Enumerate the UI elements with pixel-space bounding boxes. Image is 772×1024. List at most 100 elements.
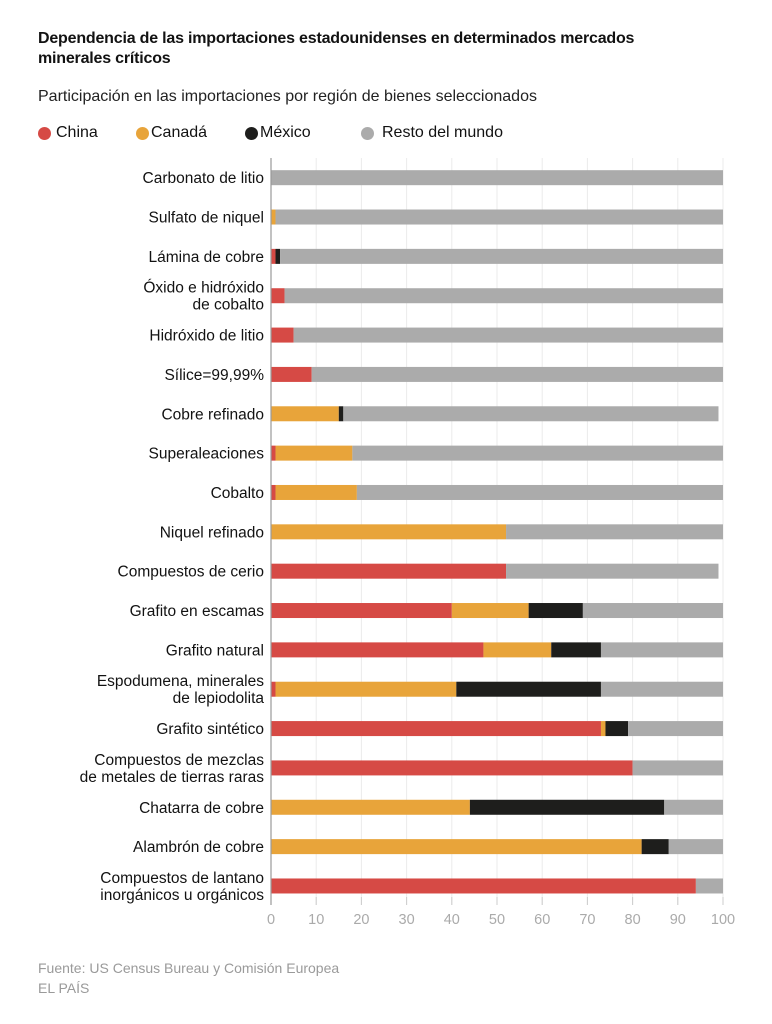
x-tick-label: 60 bbox=[534, 912, 550, 928]
category-label: Sílice=99,99% bbox=[164, 367, 264, 384]
bar-segment-canada bbox=[275, 484, 357, 500]
bar-segment-china bbox=[271, 878, 696, 894]
bar-row-cobalto bbox=[271, 484, 723, 500]
bar-row-espodumena-minerales-de-lepiodolita bbox=[271, 681, 723, 697]
bar-segment-china bbox=[271, 445, 276, 461]
bar-segment-canada bbox=[271, 839, 642, 855]
category-label: Espodumena, minerales bbox=[97, 673, 264, 690]
bar-segment-china bbox=[271, 484, 276, 500]
legend-swatch-resto bbox=[361, 126, 374, 140]
category-label: de lepiodolita bbox=[173, 690, 265, 707]
legend: China Canadá México Resto del mundo bbox=[38, 123, 503, 143]
legend-label-mexico: México bbox=[260, 124, 311, 141]
category-label: Lámina de cobre bbox=[149, 249, 264, 266]
bar-segment-china bbox=[271, 288, 285, 304]
publisher-credit: EL PAÍS bbox=[38, 980, 90, 996]
bar-segment-resto-del-mundo bbox=[356, 484, 723, 500]
bar-segment-resto-del-mundo bbox=[506, 563, 719, 579]
bar-row-carbonato-de-litio bbox=[271, 170, 723, 186]
bar-row-alambron-de-cobre bbox=[271, 839, 723, 855]
bar-row-superaleaciones bbox=[271, 445, 723, 461]
chart-title: Dependencia de las importaciones estadou… bbox=[38, 30, 635, 67]
category-label: Compuestos de lantano bbox=[100, 870, 264, 887]
category-label: inorgánicos u orgánicos bbox=[100, 887, 264, 904]
bar-segment-mexico bbox=[338, 406, 344, 422]
bar-segment-resto-del-mundo bbox=[695, 878, 723, 894]
bar-row-sulfato-de-niquel bbox=[271, 209, 723, 225]
bar-segment-mexico bbox=[605, 721, 629, 737]
bar-segment-resto-del-mundo bbox=[600, 642, 723, 658]
bar-segment-resto-del-mundo bbox=[664, 799, 723, 815]
legend-label-canada: Canadá bbox=[151, 124, 208, 141]
bar-segment-mexico bbox=[528, 603, 583, 619]
legend-item-china: China bbox=[38, 124, 136, 142]
legend-label-china: China bbox=[56, 124, 98, 141]
bar-segment-resto-del-mundo bbox=[284, 288, 723, 304]
bar-row-silice-99-99 bbox=[271, 366, 723, 382]
x-tick-label: 10 bbox=[308, 912, 324, 928]
bar-segment-resto-del-mundo bbox=[582, 603, 723, 619]
bar-row-hidroxido-de-litio bbox=[271, 327, 723, 343]
legend-swatch-china bbox=[38, 126, 51, 140]
category-label: Carbonato de litio bbox=[143, 170, 265, 187]
x-tick-label: 20 bbox=[353, 912, 369, 928]
category-label: Cobre refinado bbox=[161, 406, 264, 423]
legend-item-mexico: México bbox=[245, 124, 361, 142]
x-tick-label: 100 bbox=[711, 912, 735, 928]
bar-segment-canada bbox=[275, 445, 353, 461]
category-label: Chatarra de cobre bbox=[139, 800, 264, 817]
x-tick-label: 0 bbox=[267, 912, 275, 928]
legend-item-resto: Resto del mundo bbox=[361, 124, 503, 142]
x-tick-label: 30 bbox=[399, 912, 415, 928]
category-labels: Carbonato de litio Sulfato de niquel Lámin… bbox=[80, 170, 265, 904]
bar-segment-canada bbox=[275, 681, 457, 697]
category-label: Cobalto bbox=[211, 485, 264, 502]
source-note: Fuente: US Census Bureau y Comisión Euro… bbox=[38, 960, 340, 976]
bar-segment-resto-del-mundo bbox=[506, 524, 723, 540]
bar-row-oxido-e-hidroxido-de-cobalto bbox=[271, 288, 723, 304]
bar-segment-resto-del-mundo bbox=[343, 406, 719, 422]
bar-segment-resto-del-mundo bbox=[632, 760, 723, 776]
bars bbox=[271, 170, 723, 894]
category-label: de metales de tierras raras bbox=[80, 769, 265, 786]
bar-segment-canada bbox=[271, 799, 470, 815]
bar-row-chatarra-de-cobre bbox=[271, 799, 723, 815]
footer: Fuente: US Census Bureau y Comisión Euro… bbox=[38, 958, 339, 998]
category-label: de cobalto bbox=[192, 297, 264, 314]
x-axis: 0 10 20 30 40 50 60 70 80 90 100 bbox=[267, 158, 735, 928]
bar-segment-mexico bbox=[469, 799, 665, 815]
x-tick-label: 40 bbox=[444, 912, 460, 928]
bar-row-compuestos-de-cerio bbox=[271, 563, 719, 579]
bar-segment-canada bbox=[271, 524, 507, 540]
bar-row-cobre-refinado bbox=[271, 406, 719, 422]
bar-segment-mexico bbox=[551, 642, 601, 658]
category-label: Óxido e hidróxido bbox=[143, 280, 264, 297]
category-label: Grafito sintético bbox=[156, 721, 264, 738]
category-label: Grafito natural bbox=[166, 642, 264, 659]
category-label: Hidróxido de litio bbox=[149, 328, 264, 345]
x-tick-label: 90 bbox=[670, 912, 686, 928]
bar-segment-china bbox=[271, 603, 452, 619]
category-label: Grafito en escamas bbox=[130, 603, 265, 620]
bar-segment-china bbox=[271, 721, 601, 737]
category-label: Alambrón de cobre bbox=[133, 839, 264, 856]
legend-item-canada: Canadá bbox=[136, 124, 245, 142]
bar-segment-canada bbox=[271, 209, 276, 225]
bar-segment-china bbox=[271, 681, 276, 697]
legend-swatch-canada bbox=[136, 126, 149, 140]
category-label: Superaleaciones bbox=[149, 446, 265, 463]
category-label: Niquel refinado bbox=[160, 524, 264, 541]
bar-segment-china bbox=[271, 327, 294, 343]
bar-segment-canada bbox=[483, 642, 552, 658]
x-tick-label: 80 bbox=[625, 912, 641, 928]
bar-segment-resto-del-mundo bbox=[600, 681, 723, 697]
category-label: Compuestos de cerio bbox=[118, 564, 264, 581]
bar-segment-resto-del-mundo bbox=[293, 327, 723, 343]
bar-segment-resto-del-mundo bbox=[280, 248, 723, 264]
bar-segment-china bbox=[271, 563, 507, 579]
bar-segment-canada bbox=[600, 721, 606, 737]
bar-segment-resto-del-mundo bbox=[668, 839, 723, 855]
bar-row-compuestos-de-lantano-inorganicos-u-organicos bbox=[271, 878, 723, 894]
x-tick-label: 50 bbox=[489, 912, 505, 928]
